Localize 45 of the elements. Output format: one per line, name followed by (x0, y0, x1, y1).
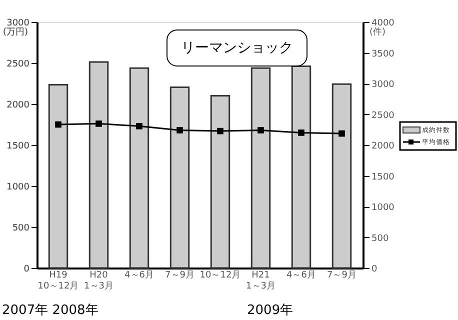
point (55, 121, 62, 128)
x-tick-label: 4～6月 (286, 270, 316, 280)
bar (291, 66, 312, 269)
y-tick-label: 2500 (6, 60, 30, 70)
point (96, 120, 102, 127)
annotation: リーマンショック (181, 40, 293, 56)
point (298, 130, 304, 136)
bar (250, 67, 271, 269)
y2-tick-label: 1500 (372, 172, 395, 182)
bar (210, 95, 230, 269)
x-tick-label: 10～12月 (200, 270, 241, 280)
bar (88, 61, 109, 269)
y-tick-label: 0 (24, 264, 30, 274)
x-tick-label: H20 1～3月 (84, 270, 114, 292)
x-tick-label: 4～6月 (124, 270, 154, 280)
y-tick-label: 3000 (6, 18, 30, 28)
x-tick-label: H21 1～3月 (246, 270, 276, 292)
y2-tick-label: 2000 (372, 142, 395, 152)
y2-tick-label: 1000 (372, 203, 395, 213)
text: 2009年 (247, 303, 294, 318)
y-axis-title: (万円) (2, 28, 28, 38)
text: 2007年 2008年 (2, 303, 98, 318)
y2-tick-label: 3000 (372, 80, 395, 90)
y2-tick-label: 3500 (372, 49, 395, 60)
x-tick-label: 7～9月 (165, 270, 194, 280)
y-tick-label: 1000 (6, 182, 30, 192)
y2-tick-label: 4000 (372, 18, 395, 28)
point (258, 127, 264, 134)
bar (48, 84, 68, 269)
y2-tick-label: 500 (372, 234, 389, 244)
y2-axis-title: (件) (369, 26, 386, 38)
bar (129, 67, 150, 269)
x-tick-label: H19 10～12月 (38, 270, 79, 292)
point (217, 128, 224, 134)
bar (170, 86, 190, 269)
point (176, 127, 183, 134)
x-tick-label: 7～9月 (327, 270, 356, 280)
point (338, 130, 345, 137)
y2-tick-label: 0 (372, 264, 378, 274)
bar (332, 83, 352, 269)
point (136, 122, 142, 130)
y-tick-label: 1500 (6, 142, 30, 152)
y-tick-label: 500 (12, 224, 30, 234)
y-tick-label: 2000 (6, 100, 30, 110)
y2-tick-label: 2500 (372, 110, 395, 121)
